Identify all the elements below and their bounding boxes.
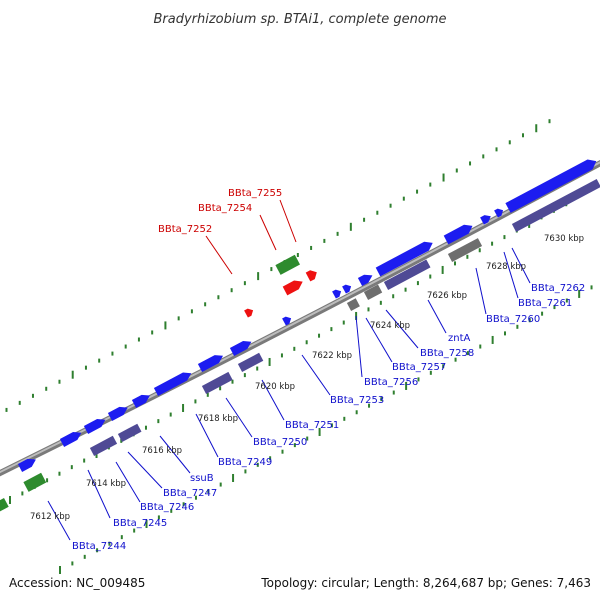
cds-feature[interactable] (375, 241, 433, 277)
cds-feature[interactable] (282, 316, 292, 326)
gene-label-bbta-7257[interactable]: BBta_7257 (392, 362, 446, 373)
tick-rows (5, 119, 593, 574)
gene-label-bbta-7262[interactable]: BBta_7262 (531, 283, 585, 294)
leader-line (385, 309, 419, 349)
cds-feature[interactable] (332, 289, 342, 299)
leader-line (195, 413, 219, 458)
gene-label-bbta-7260[interactable]: BBta_7260 (486, 314, 540, 325)
leader-line (225, 397, 253, 438)
cds-feature[interactable] (237, 352, 264, 372)
highlight-feature[interactable] (282, 280, 303, 296)
kbp-label: 7624 kbp (370, 321, 410, 331)
map-title: Bradyrhizobium sp. BTAi1, complete genom… (153, 12, 446, 27)
leader-line (47, 500, 71, 541)
leader-line (355, 315, 363, 378)
leader-line (205, 235, 233, 275)
cds-feature[interactable] (153, 372, 192, 397)
pseudogene-feature[interactable] (363, 284, 383, 301)
genome-summary-text: Topology: circular; Length: 8,264,687 bp… (260, 576, 591, 590)
cds-feature[interactable] (480, 215, 491, 225)
kbp-label: 7616 kbp (142, 446, 182, 456)
gene-label-bbta-7250[interactable]: BBta_7250 (253, 437, 307, 448)
cds-feature[interactable] (83, 419, 106, 434)
gene-label-bbta-7258[interactable]: BBta_7258 (420, 348, 474, 359)
gene-label-bbta-7245[interactable]: BBta_7245 (113, 518, 167, 529)
pseudogene-feature[interactable] (447, 238, 483, 262)
feature-track (0, 159, 600, 513)
kbp-label: 7622 kbp (312, 351, 352, 361)
leader-line (427, 299, 447, 334)
kbp-label: 7612 kbp (30, 512, 70, 522)
leader-line (259, 214, 277, 251)
gene-labels: BBta_7244 BBta_7245 BBta_7246 BBta_7247 … (72, 188, 585, 552)
cds-feature[interactable] (17, 458, 36, 472)
cds-feature[interactable] (443, 224, 473, 245)
cds-feature[interactable] (59, 432, 82, 447)
cds-feature[interactable] (342, 284, 352, 294)
cds-feature[interactable] (511, 179, 600, 232)
highlight-feature[interactable] (244, 308, 254, 318)
leader-line (475, 267, 487, 315)
accession-text: Accession: NC_009485 (9, 576, 145, 590)
gene-label-bbta-7246[interactable]: BBta_7246 (140, 502, 194, 513)
kbp-label: 7620 kbp (255, 382, 295, 392)
leader-line (115, 461, 141, 503)
highlight-feature[interactable] (305, 270, 317, 282)
gene-label-bbta-7254[interactable]: BBta_7254 (198, 203, 252, 214)
gene-label-bbta-7251[interactable]: BBta_7251 (285, 420, 339, 431)
cds-feature[interactable] (117, 423, 142, 442)
leader-line (279, 199, 297, 243)
cds-feature[interactable] (201, 371, 233, 394)
cds-feature[interactable] (107, 406, 128, 421)
leader-line (503, 251, 519, 299)
gene-label-bbta-7247[interactable]: BBta_7247 (163, 488, 217, 499)
gene-label-ssub[interactable]: ssuB (190, 473, 214, 484)
cds-feature[interactable] (505, 159, 597, 213)
kbp-label: 7618 kbp (198, 414, 238, 424)
leader-line (159, 435, 191, 474)
rna-feature[interactable] (0, 498, 9, 513)
kbp-scale: 7612 kbp 7614 kbp 7616 kbp 7618 kbp 7620… (30, 234, 584, 522)
gene-label-bbta-7252[interactable]: BBta_7252 (158, 224, 212, 235)
kbp-label: 7614 kbp (86, 479, 126, 489)
leader-line (261, 379, 285, 421)
gene-label-bbta-7256[interactable]: BBta_7256 (364, 377, 418, 388)
gene-label-bbta-7253[interactable]: BBta_7253 (330, 395, 384, 406)
rna-feature[interactable] (23, 472, 47, 492)
gene-label-bbta-7249[interactable]: BBta_7249 (218, 457, 272, 468)
leader-line (127, 451, 163, 489)
cds-feature[interactable] (494, 208, 504, 218)
pseudogene-feature[interactable] (346, 298, 360, 311)
leader-line (87, 469, 111, 519)
rna-feature[interactable] (275, 254, 300, 275)
leader-line (301, 354, 331, 396)
gene-label-bbta-7261[interactable]: BBta_7261 (518, 298, 572, 309)
cds-feature[interactable] (383, 259, 431, 291)
kbp-label: 7626 kbp (427, 291, 467, 301)
cds-feature[interactable] (197, 355, 223, 372)
leader-line (511, 247, 531, 284)
leader-lines (47, 199, 531, 541)
cds-feature[interactable] (357, 274, 373, 286)
kbp-label: 7630 kbp (544, 234, 584, 244)
gene-label-bbta-7255[interactable]: BBta_7255 (228, 188, 282, 199)
gene-label-znta[interactable]: zntA (448, 333, 471, 344)
cds-feature[interactable] (89, 435, 118, 456)
cds-feature[interactable] (229, 341, 252, 356)
kbp-label: 7628 kbp (486, 262, 526, 272)
leader-line (365, 317, 393, 363)
gene-label-bbta-7244[interactable]: BBta_7244 (72, 541, 126, 552)
cds-feature[interactable] (131, 394, 150, 408)
